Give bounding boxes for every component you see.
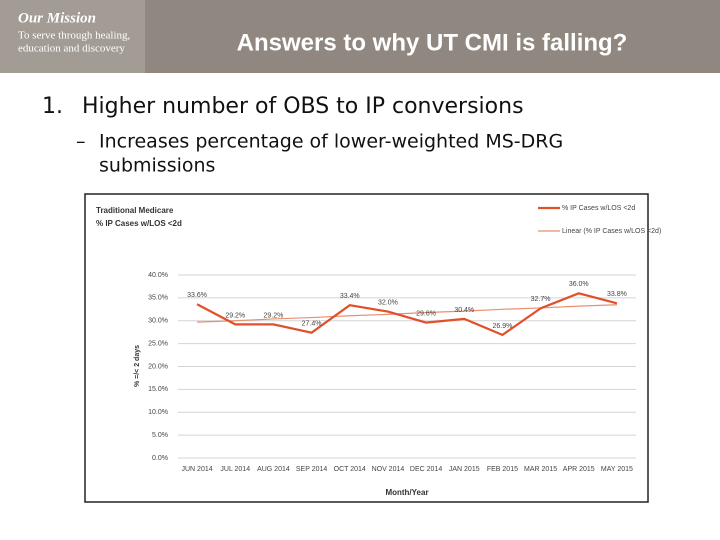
data-line [196, 292, 618, 337]
chart-subtitle: % IP Cases w/LOS <2d [96, 219, 182, 228]
x-axis-label: Month/Year [385, 488, 428, 497]
x-tick-label: OCT 2014 [334, 466, 366, 473]
y-tick-label: 25.0% [148, 340, 168, 347]
data-label: 32.0% [378, 299, 398, 306]
sub-text: submissions [99, 155, 215, 177]
data-label: 29.2% [225, 312, 245, 319]
x-tick-label: SEP 2014 [296, 466, 328, 473]
x-tick-label: MAR 2015 [524, 466, 557, 473]
data-label: 29.2% [263, 312, 283, 319]
data-label: 33.8% [607, 291, 627, 298]
x-tick-label: APR 2015 [563, 466, 595, 473]
data-label: 32.7% [531, 296, 551, 303]
y-tick-label: 35.0% [148, 295, 168, 302]
y-axis-label: % =/< 2 days [134, 345, 141, 387]
slide-title: Answers to why UT CMI is falling? [237, 29, 628, 56]
sub-dash: – [76, 131, 86, 153]
y-tick-label: 5.0% [152, 432, 168, 439]
data-label: 27.4% [302, 320, 322, 327]
mission-box [0, 0, 145, 73]
y-tick-label: 0.0% [152, 455, 168, 462]
legend-label: Linear (% IP Cases w/LOS <2d) [562, 228, 661, 235]
data-label: 36.0% [569, 281, 589, 288]
y-tick-label: 30.0% [148, 318, 168, 325]
x-tick-label: JAN 2015 [449, 466, 480, 473]
sub-text: Increases percentage of lower-weighted M… [99, 131, 563, 153]
y-tick-label: 15.0% [148, 386, 168, 393]
x-tick-label: FEB 2015 [487, 466, 518, 473]
data-label: 33.4% [340, 293, 360, 300]
y-tick-label: 10.0% [148, 409, 168, 416]
data-label: 29.6% [416, 310, 436, 317]
x-tick-label: MAY 2015 [601, 466, 633, 473]
mission-title: Our Mission [18, 10, 96, 26]
data-label: 26.9% [492, 323, 512, 330]
chart-frame [84, 193, 649, 503]
bullet-number: 1. [42, 94, 63, 119]
trend-line [197, 304, 617, 323]
bullet-text: Higher number of OBS to IP conversions [82, 94, 524, 119]
mission-line: education and discovery [18, 43, 125, 55]
x-tick-label: AUG 2014 [257, 466, 290, 473]
data-label: 33.6% [187, 292, 207, 299]
y-tick-label: 40.0% [148, 272, 168, 279]
data-label: 30.4% [454, 307, 474, 314]
y-tick-label: 20.0% [148, 363, 168, 370]
mission-line: To serve through healing, [18, 30, 131, 42]
x-tick-label: NOV 2014 [372, 466, 405, 473]
chart-title: Traditional Medicare [96, 206, 174, 215]
x-tick-label: JUL 2014 [220, 466, 250, 473]
legend-label: % IP Cases w/LOS <2d [562, 205, 635, 212]
x-tick-label: JUN 2014 [182, 466, 213, 473]
x-tick-label: DEC 2014 [410, 466, 442, 473]
